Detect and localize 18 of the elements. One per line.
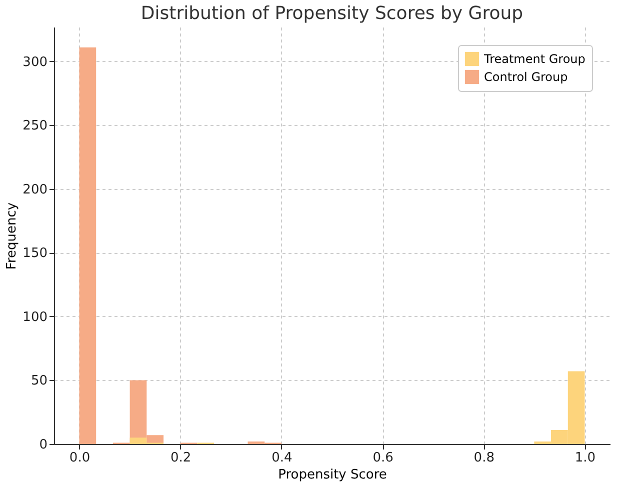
y-tick-label: 50 (30, 374, 48, 389)
y-tick-label: 250 (22, 118, 48, 134)
x-tick-label: 1.0 (574, 450, 596, 466)
y-tick-label: 0 (39, 438, 48, 452)
x-tick-label: 0.8 (474, 450, 494, 466)
chart-title: Distribution of Propensity Scores by Group (140, 3, 524, 24)
y-tick-label: 200 (22, 182, 48, 198)
legend-label: Treatment Group (483, 52, 586, 66)
x-tick-label: 0.6 (372, 450, 394, 466)
x-axis-title: Propensity Score (278, 468, 387, 482)
y-tick-label: 150 (22, 246, 48, 262)
x-tick-label: 0.2 (170, 450, 192, 466)
x-tick-label: 0.4 (272, 450, 292, 466)
x-tick-label: 0.0 (69, 450, 90, 466)
y-tick-label: 100 (22, 310, 48, 325)
y-tick-label: 300 (22, 54, 48, 70)
legend-label: Control Group (484, 70, 568, 84)
y-axis-title: Frequency (4, 202, 20, 270)
